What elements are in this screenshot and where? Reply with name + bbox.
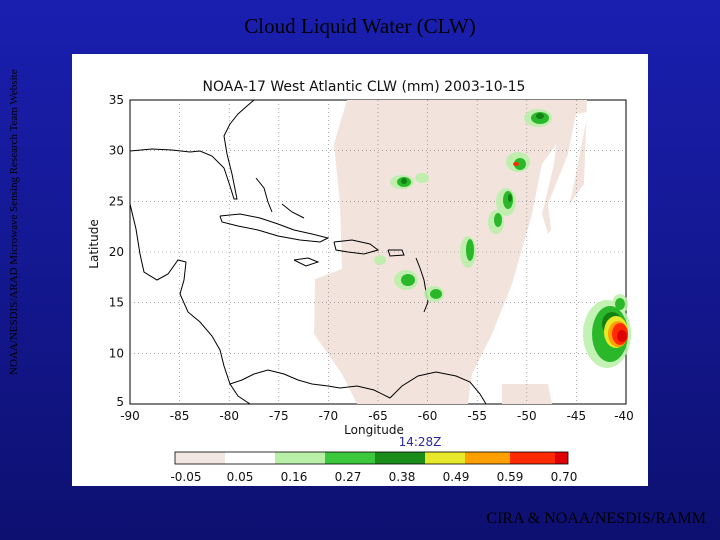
colorbar-swatch (510, 452, 555, 464)
x-tick-label: -60 (418, 409, 438, 423)
x-tick-labels: -90 -85 -80 -75 -70 -65 -60 -55 -50 -45 … (120, 409, 634, 423)
colorbar (174, 451, 569, 465)
x-tick-label: -55 (467, 409, 487, 423)
colorbar-swatch (375, 452, 425, 464)
x-tick-label: -80 (219, 409, 239, 423)
slide-title: Cloud Liquid Water (CLW) (244, 14, 476, 38)
map-panel: NOAA-17 West Atlantic CLW (mm) 2003-10-1… (72, 54, 648, 486)
colorbar-swatch (425, 452, 465, 464)
colorbar-swatch (275, 452, 325, 464)
y-tick-label: 30 (109, 144, 124, 158)
colorbar-label: -0.05 (170, 470, 201, 484)
x-tick-label: -70 (319, 409, 339, 423)
colorbar-swatch (225, 452, 275, 464)
x-tick-label: -40 (614, 409, 634, 423)
y-tick-label: 35 (109, 93, 124, 107)
x-tick-label: -85 (170, 409, 190, 423)
y-tick-label: 5 (116, 395, 124, 409)
colorbar-label: 0.59 (497, 470, 524, 484)
colorbar-swatch (325, 452, 375, 464)
colorbar-frame (174, 451, 569, 465)
colorbar-label: 0.16 (281, 470, 308, 484)
clw-map: NOAA-17 West Atlantic CLW (mm) 2003-10-1… (87, 79, 634, 484)
y-tick-label: 10 (109, 346, 124, 360)
x-tick-label: -90 (120, 409, 140, 423)
x-tick-label: -75 (269, 409, 289, 423)
colorbar-label: 0.05 (227, 470, 254, 484)
y-tick-label: 25 (109, 194, 124, 208)
x-tick-label: -65 (368, 409, 388, 423)
footer-credit: CIRA & NOAA/NESDIS/RAMM (486, 510, 706, 527)
y-tick-label: 20 (109, 245, 124, 259)
clw-features (374, 109, 631, 368)
y-axis-label: Latitude (87, 219, 101, 268)
swath-gap (548, 112, 588, 254)
time-label: 14:28Z (399, 435, 442, 449)
colorbar-label: 0.49 (443, 470, 470, 484)
map-title: NOAA-17 West Atlantic CLW (mm) 2003-10-1… (203, 79, 526, 95)
colorbar-label: 0.38 (389, 470, 416, 484)
x-axis-label: Longitude (344, 423, 404, 437)
coastlines (129, 99, 487, 405)
grid-lines (130, 100, 626, 404)
y-tick-labels: 35 30 25 20 15 10 5 (109, 93, 124, 409)
x-tick-label: -45 (567, 409, 587, 423)
colorbar-swatch (465, 452, 510, 464)
x-tick-label: -50 (517, 409, 537, 423)
colorbar-swatch (555, 452, 568, 464)
side-credit: NOAA/NESDIS/ARAD Microwave Sensing Resea… (8, 69, 20, 375)
colorbar-label: 0.70 (551, 470, 578, 484)
y-tick-label: 15 (109, 296, 124, 310)
colorbar-label: 0.27 (335, 470, 362, 484)
colorbar-swatch (175, 452, 225, 464)
colorbar-labels: -0.05 0.05 0.16 0.27 0.38 0.49 0.59 0.70 (170, 470, 577, 484)
